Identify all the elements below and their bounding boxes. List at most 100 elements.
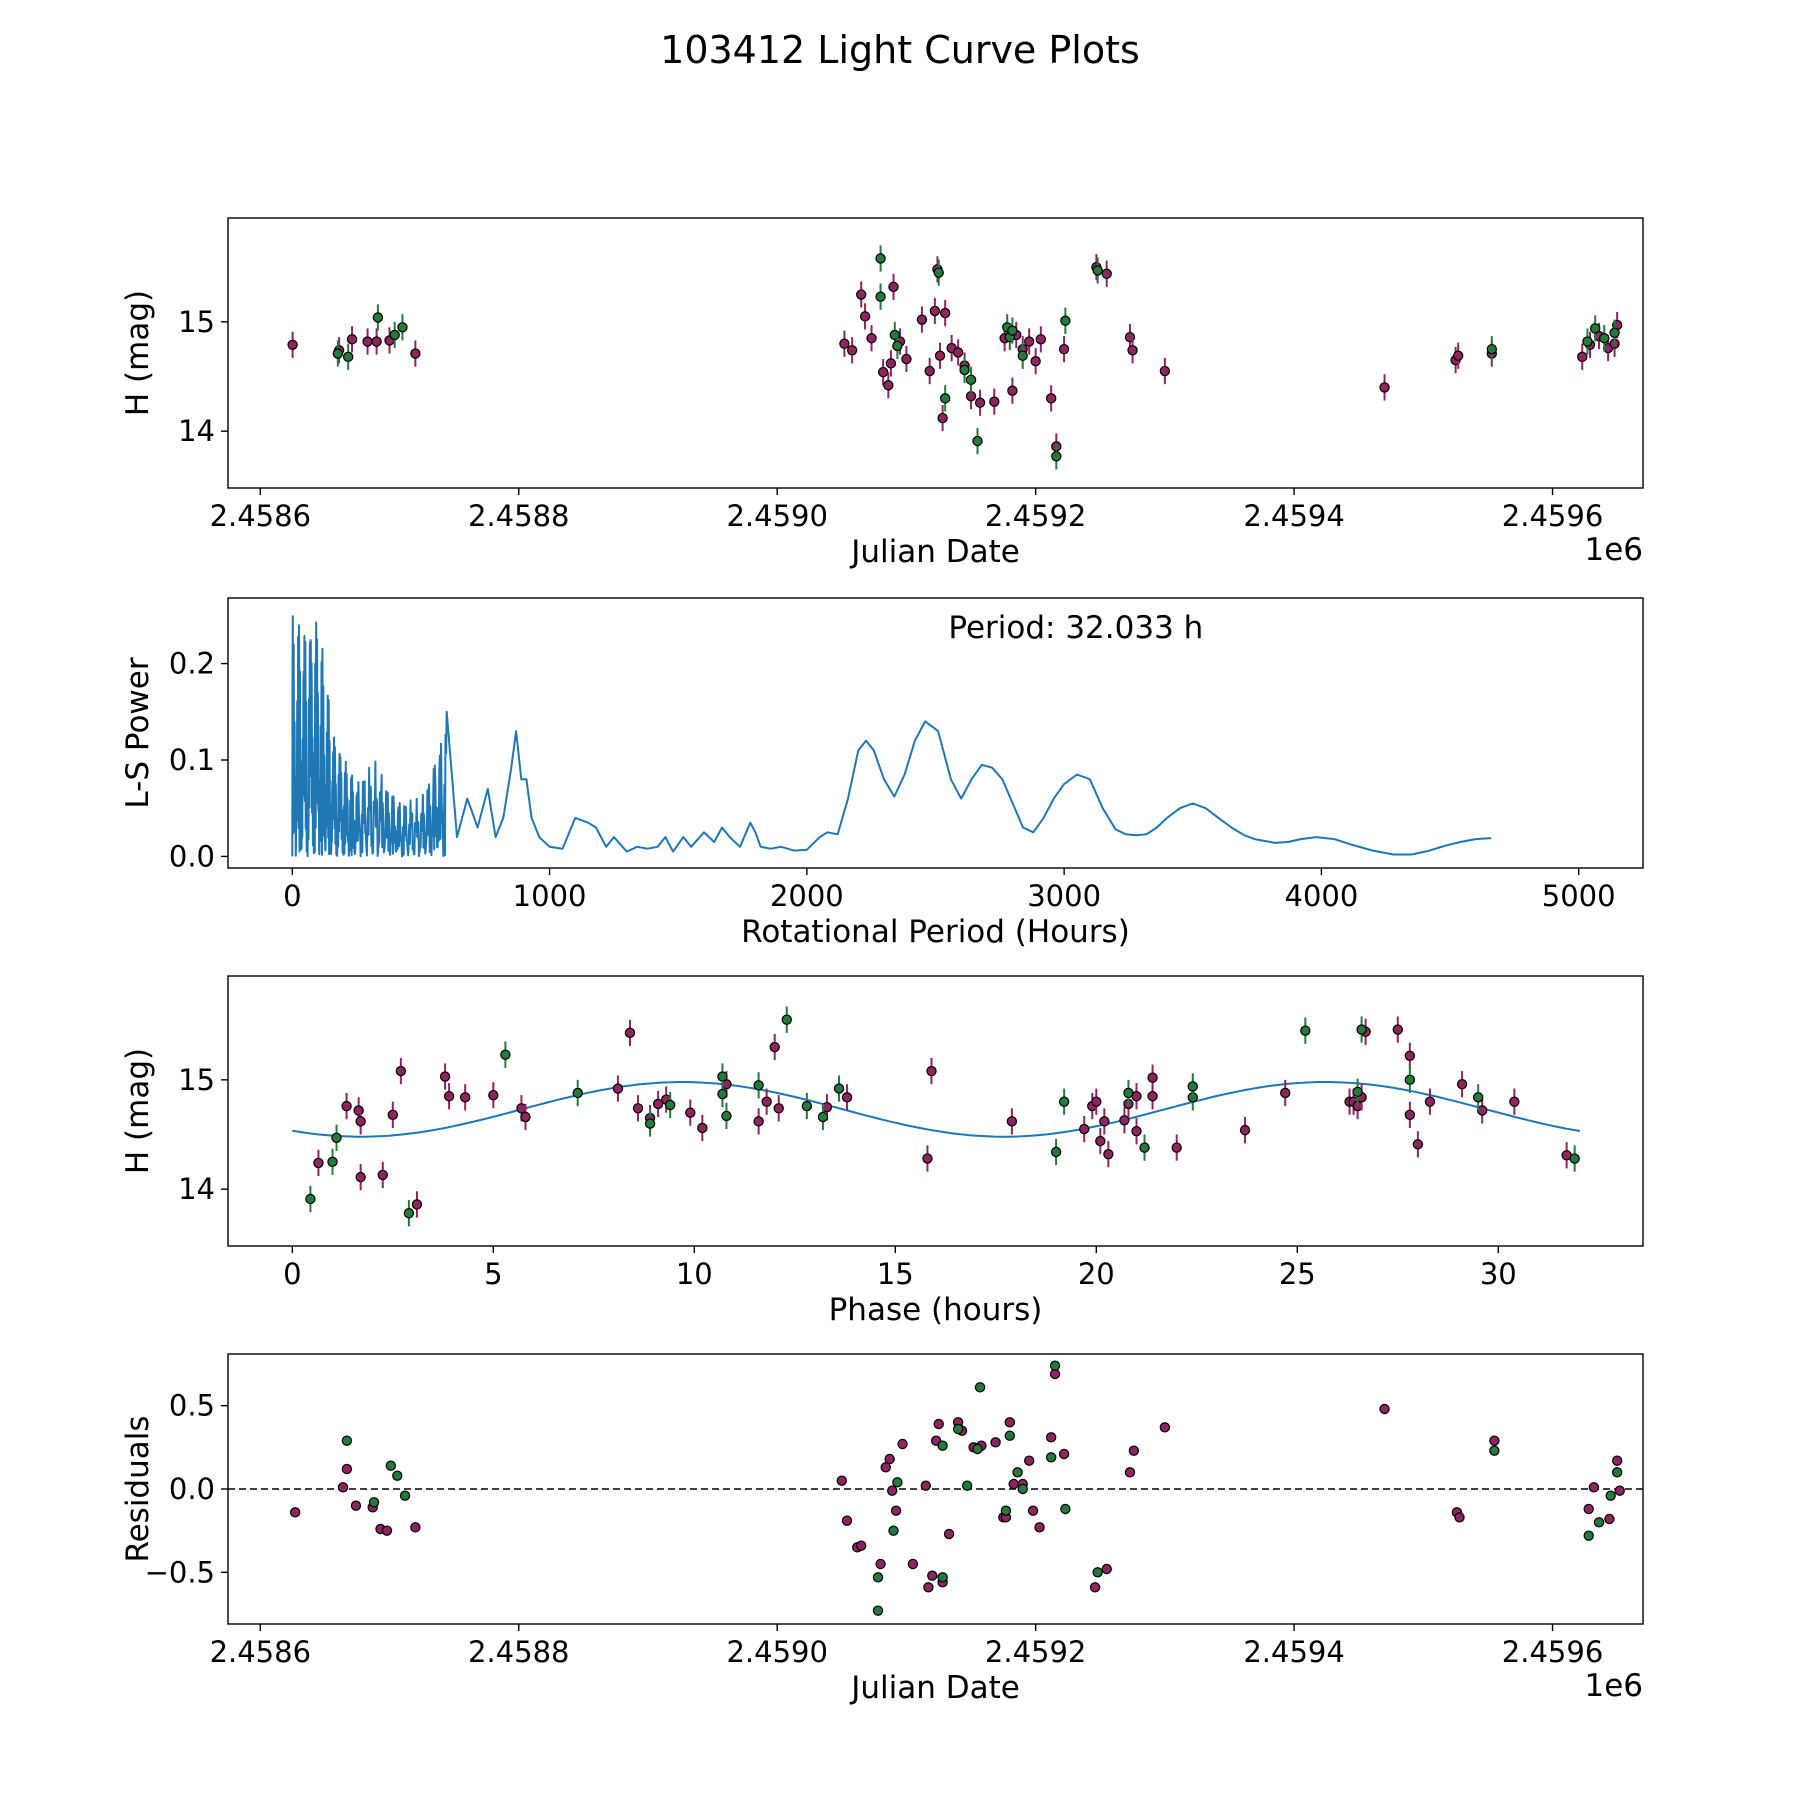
magenta-point xyxy=(356,1173,365,1182)
magenta-point xyxy=(1490,1436,1499,1445)
magenta-point xyxy=(941,309,950,318)
y-tick-label: 0.2 xyxy=(169,647,215,681)
magenta-point xyxy=(1589,1483,1598,1492)
magenta-point xyxy=(917,315,926,324)
magenta-point xyxy=(1380,383,1389,392)
magenta-point xyxy=(1380,1404,1389,1413)
green-point xyxy=(1124,1088,1133,1097)
axes-frame xyxy=(228,218,1643,488)
green-point xyxy=(1594,1518,1603,1527)
magenta-point xyxy=(314,1158,323,1167)
magenta-point xyxy=(991,1438,1000,1447)
green-point xyxy=(393,1471,402,1480)
green-point xyxy=(1600,334,1609,343)
residuals-panel: 2.4586 2.4588 2.4590 2.4592 2.4594 2.4596−0.5… xyxy=(120,1354,1643,1706)
magenta-point xyxy=(356,1117,365,1126)
green-point xyxy=(966,375,975,384)
x-offset-label: 1e6 xyxy=(1584,1668,1643,1704)
magenta-point xyxy=(444,1092,453,1101)
magenta-point xyxy=(521,1112,530,1121)
magenta-point xyxy=(1578,352,1587,361)
magenta-point xyxy=(966,392,975,401)
magenta-point xyxy=(489,1091,498,1100)
magenta-point xyxy=(867,334,876,343)
magenta-point xyxy=(754,1117,763,1126)
magenta-point xyxy=(338,1483,347,1492)
magenta-point xyxy=(1007,1117,1016,1126)
magenta-point xyxy=(1009,1479,1018,1488)
magenta-point xyxy=(1059,1449,1068,1458)
magenta-point xyxy=(625,1028,634,1037)
magenta-point xyxy=(1025,1456,1034,1465)
green-point xyxy=(1013,1468,1022,1477)
x-tick-label: 10 xyxy=(676,1257,713,1291)
green-point xyxy=(1188,1082,1197,1091)
green-point xyxy=(963,1481,972,1490)
magenta-point xyxy=(1036,335,1045,344)
x-tick-label: 5000 xyxy=(1542,879,1616,913)
green-point xyxy=(1591,324,1600,333)
y-tick-label: 15 xyxy=(178,1063,215,1097)
green-point xyxy=(306,1194,315,1203)
phase-folded-panel: 0 5 10 15 20 25 301415Phase (hours)H (mag) xyxy=(120,976,1643,1328)
magenta-point xyxy=(975,398,984,407)
green-point xyxy=(1061,316,1070,325)
x-axis-label: Rotational Period (Hours) xyxy=(741,914,1130,950)
magenta-point xyxy=(347,335,356,344)
magenta-point xyxy=(1605,1514,1614,1523)
green-point xyxy=(722,1111,731,1120)
magenta-point xyxy=(1160,366,1169,375)
x-tick-label: 2.4588 xyxy=(468,1635,569,1669)
x-tick-label: 15 xyxy=(877,1257,914,1291)
x-tick-label: 3000 xyxy=(1027,879,1101,913)
magenta-point xyxy=(1102,1564,1111,1573)
periodogram-panel: 0 1000 2000 3000 4000 50000.00.10.2Rotational… xyxy=(120,598,1643,950)
x-tick-label: 2.4592 xyxy=(985,499,1086,533)
magenta-point xyxy=(1104,1150,1113,1159)
magenta-point xyxy=(908,1559,917,1568)
green-point xyxy=(1610,328,1619,337)
magenta-point xyxy=(1405,1051,1414,1060)
data-layer xyxy=(228,1361,1643,1615)
green-point xyxy=(1018,351,1027,360)
green-point xyxy=(876,292,885,301)
magenta-point xyxy=(837,1476,846,1485)
y-axis-label: L-S Power xyxy=(120,657,156,808)
x-tick-label: 4000 xyxy=(1285,879,1359,913)
magenta-point xyxy=(1090,1583,1099,1592)
magenta-point xyxy=(924,1583,933,1592)
green-point xyxy=(501,1050,510,1059)
magenta-point xyxy=(925,366,934,375)
magenta-point xyxy=(288,340,297,349)
x-tick-label: 2.4596 xyxy=(1502,499,1603,533)
magenta-point xyxy=(1035,1523,1044,1532)
magenta-point xyxy=(934,1419,943,1428)
green-point xyxy=(1052,452,1061,461)
y-tick-label: 0.1 xyxy=(169,743,215,777)
magenta-point xyxy=(774,1104,783,1113)
green-point xyxy=(1001,1506,1010,1515)
green-point xyxy=(754,1081,763,1090)
magenta-point xyxy=(1615,1486,1624,1495)
data-layer xyxy=(292,1007,1580,1227)
green-point xyxy=(400,1491,409,1500)
magenta-point xyxy=(461,1093,470,1102)
green-point xyxy=(938,1573,947,1582)
green-point xyxy=(1060,1097,1069,1106)
x-tick-label: 0 xyxy=(283,1257,301,1291)
magenta-point xyxy=(1613,1456,1622,1465)
x-tick-label: 0 xyxy=(283,879,301,913)
green-point xyxy=(342,1436,351,1445)
light-curve-panel: 2.4586 2.4588 2.4590 2.4592 2.4594 2.45961415… xyxy=(120,218,1643,570)
magenta-point xyxy=(1031,357,1040,366)
magenta-point xyxy=(1148,1092,1157,1101)
x-tick-label: 2.4586 xyxy=(210,1635,311,1669)
magenta-point xyxy=(928,1571,937,1580)
magenta-point xyxy=(686,1108,695,1117)
green-point xyxy=(386,1461,395,1470)
magenta-point xyxy=(1125,1468,1134,1477)
green-point xyxy=(1093,1568,1102,1577)
magenta-point xyxy=(1092,1097,1101,1106)
magenta-point xyxy=(944,1529,953,1538)
magenta-point xyxy=(633,1104,642,1113)
